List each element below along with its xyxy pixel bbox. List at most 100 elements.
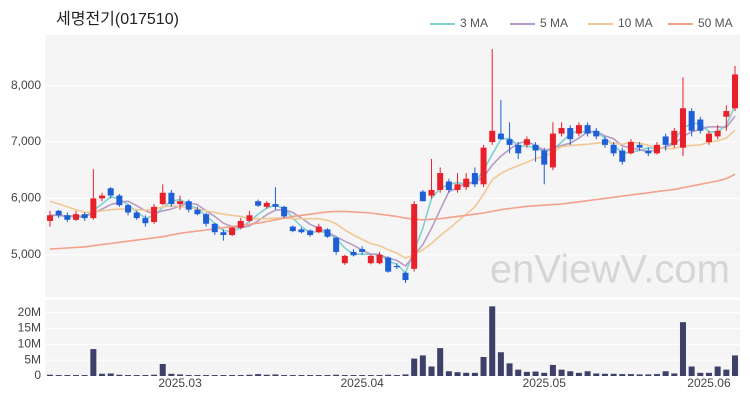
volume-bar xyxy=(151,374,158,376)
candle-body xyxy=(367,255,374,264)
candle-body xyxy=(437,173,444,190)
volume-bar xyxy=(298,375,305,376)
candle-body xyxy=(142,218,149,224)
candle-body xyxy=(714,130,721,137)
x-tick-label: 2025.04 xyxy=(340,376,384,390)
x-tick-label: 2025.05 xyxy=(523,376,567,390)
volume-bar xyxy=(497,352,504,376)
volume-bar xyxy=(549,364,556,376)
candle-body xyxy=(645,150,652,154)
candle-body xyxy=(679,108,686,148)
x-tick-label: 2025.06 xyxy=(687,376,731,390)
candle-body xyxy=(497,133,504,140)
candle-body xyxy=(419,191,426,202)
volume-bar xyxy=(515,369,522,376)
candle-body xyxy=(168,192,175,205)
candle-body xyxy=(515,144,522,154)
candle-body xyxy=(324,229,331,237)
volume-bar xyxy=(359,375,366,376)
volume-bar xyxy=(315,375,322,376)
volume-bar xyxy=(662,371,669,376)
volume-bar xyxy=(211,375,218,376)
candle-body xyxy=(359,249,366,252)
volume-bar xyxy=(714,366,721,376)
candle-body xyxy=(73,214,80,220)
legend-label: 5 MA xyxy=(540,16,568,30)
candle-body xyxy=(177,201,184,205)
volume-bar xyxy=(341,375,348,376)
candle-body xyxy=(64,215,71,220)
ma-line xyxy=(49,173,736,250)
volume-bar xyxy=(471,372,478,376)
volume-bar xyxy=(601,373,608,376)
candle-body xyxy=(428,189,435,196)
volume-bar xyxy=(272,374,279,376)
volume-bar xyxy=(402,374,409,376)
candle-body xyxy=(333,237,340,252)
volume-bar xyxy=(367,375,374,376)
volume-bar xyxy=(480,357,487,376)
volume-bar xyxy=(203,375,210,376)
candle-body xyxy=(315,226,322,233)
volume-bar xyxy=(47,374,53,376)
y-tick-label: 7,000 xyxy=(11,134,41,148)
y-tick-label: 5,000 xyxy=(11,247,41,261)
candle-body xyxy=(549,133,556,168)
candle-body xyxy=(194,209,201,215)
y-tick-label: 8,000 xyxy=(11,78,41,92)
volume-bar xyxy=(645,374,652,376)
candle-body xyxy=(671,130,678,145)
candle-body xyxy=(705,133,712,143)
volume-bar xyxy=(220,375,227,376)
volume-bar xyxy=(229,375,236,376)
volume-bar xyxy=(107,373,114,376)
candle-body xyxy=(47,215,53,221)
volume-bar xyxy=(558,369,565,376)
candle-body xyxy=(341,255,348,264)
volume-bar xyxy=(142,375,149,376)
volume-bar xyxy=(125,375,132,376)
candle-body xyxy=(385,257,392,272)
volume-bar xyxy=(575,372,582,376)
candle-body xyxy=(411,204,418,269)
volume-bar xyxy=(411,358,418,376)
volume-bar xyxy=(732,355,738,376)
volume-panel xyxy=(45,300,740,376)
volume-bar xyxy=(73,375,80,376)
volume-bar xyxy=(567,371,574,376)
y-tick-label: 20M xyxy=(18,305,41,319)
candle-body xyxy=(471,173,478,185)
candle-body xyxy=(697,119,704,131)
candle-body xyxy=(575,125,582,134)
volume-bar xyxy=(541,372,548,376)
volume-bar xyxy=(255,374,262,376)
candle-body xyxy=(584,125,591,134)
volume-bar xyxy=(532,371,539,376)
candle-body xyxy=(307,230,314,236)
candle-body xyxy=(558,127,565,134)
candle-body xyxy=(90,198,97,219)
candle-body xyxy=(723,111,730,117)
x-tick-label: 2025.03 xyxy=(158,376,202,390)
candle-body xyxy=(688,111,695,131)
volume-bar xyxy=(506,363,513,376)
candle-body xyxy=(159,192,166,205)
y-tick-label: 5M xyxy=(24,352,41,366)
candle-body xyxy=(272,204,279,207)
candle-body xyxy=(125,205,132,213)
volume-bar xyxy=(653,374,660,376)
candle-body xyxy=(99,195,106,199)
volume-bar xyxy=(116,374,123,376)
volume-bar xyxy=(55,375,62,376)
watermark: enViewV.com xyxy=(490,248,730,292)
volume-bar xyxy=(289,375,296,376)
candle-body xyxy=(532,144,539,151)
candle-body xyxy=(445,181,452,190)
volume-bar xyxy=(610,373,617,376)
volume-bar xyxy=(593,373,600,376)
volume-bar xyxy=(350,375,357,376)
volume-bar xyxy=(237,375,244,376)
candle-body xyxy=(454,184,461,190)
volume-bar xyxy=(428,366,435,376)
